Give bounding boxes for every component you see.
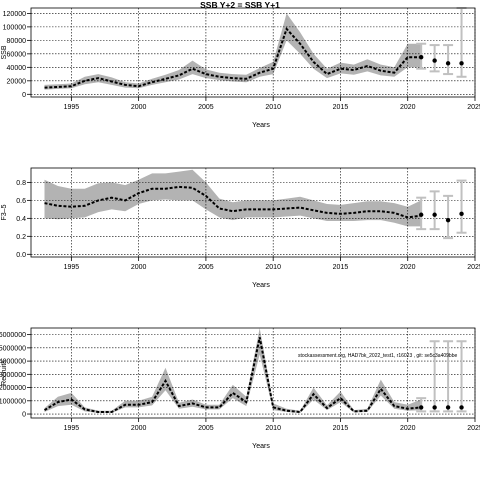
x-tick-label-2020: 2020 <box>400 104 416 111</box>
x-tick-label-2000: 2000 <box>131 264 147 271</box>
forecast-point-2024 <box>459 61 464 66</box>
forecast-point-2021 <box>418 55 424 60</box>
x-axis-title: Years <box>252 122 270 129</box>
plot-frame <box>30 167 476 258</box>
confidence-band <box>44 169 422 227</box>
forecast-point-2021 <box>418 405 424 410</box>
x-tick-label-2005: 2005 <box>198 104 214 111</box>
forecast-point-2021 <box>418 212 424 217</box>
forecast-point-2022 <box>432 405 437 410</box>
x-tick-label-2010: 2010 <box>265 425 281 432</box>
x-axis-title: Years <box>252 282 270 289</box>
forecast-point-2024 <box>459 211 464 217</box>
y-tick-label-6: 120000 <box>3 11 26 18</box>
x-tick-label-2010: 2010 <box>265 264 281 271</box>
forecast-point-2024 <box>459 405 464 410</box>
forecast-point-2023 <box>445 405 451 410</box>
chart-title: SSB Y+2 = SSB Y+1 <box>200 0 280 10</box>
y-tick-label-3: 60000 <box>7 51 27 58</box>
y-tick-label-5: 5000000 <box>0 345 26 352</box>
x-tick-label-2000: 2000 <box>131 104 147 111</box>
confidence-band <box>44 328 422 413</box>
x-tick-label-2015: 2015 <box>333 264 349 271</box>
x-tick-label-2010: 2010 <box>265 104 281 111</box>
y-tick-label-1: 20000 <box>7 78 27 85</box>
x-tick-label-2025: 2025 <box>467 264 480 271</box>
y-tick-label-4: 4000000 <box>0 359 26 366</box>
forecast-point-2022 <box>432 58 437 63</box>
x-tick-label-1995: 1995 <box>64 264 80 271</box>
plot-frame <box>30 7 476 98</box>
x-axis-title: Years <box>252 443 270 450</box>
y-axis-title: Recruits <box>1 360 8 386</box>
x-tick-label-2020: 2020 <box>400 264 416 271</box>
forecast-point-2023 <box>445 217 451 223</box>
y-tick-label-3: 0.6 <box>16 198 26 205</box>
estimate-line <box>44 26 422 89</box>
x-tick-label-2005: 2005 <box>198 264 214 271</box>
x-tick-label-2025: 2025 <box>467 425 480 432</box>
x-tick-label-2005: 2005 <box>198 425 214 432</box>
confidence-band <box>44 13 422 90</box>
y-axis-title: SSB <box>1 45 8 59</box>
x-tick-label-2025: 2025 <box>467 104 480 111</box>
y-tick-label-2: 2000000 <box>0 385 26 392</box>
estimate-line <box>44 185 422 219</box>
x-tick-label-2020: 2020 <box>400 425 416 432</box>
forecast-point-2022 <box>432 212 437 217</box>
y-tick-label-1: 0.2 <box>16 234 26 241</box>
source-annotation: stockassessment.org, HAD7bk_2022_test1, … <box>298 353 457 359</box>
y-tick-label-5: 100000 <box>3 24 26 31</box>
fishing-mortality-panel: 1995 2000 2005 2010 2015 2020 2025 0.0 0.2 0.4 0.6… <box>1 167 480 289</box>
plot-frame <box>30 327 476 419</box>
x-tick-label-1995: 1995 <box>64 104 80 111</box>
recruitment-panel: 1995 2000 2005 2010 2015 2020 2025 0 1000000 2000… <box>0 327 480 450</box>
x-tick-label-1995: 1995 <box>64 425 80 432</box>
y-axis-title: F3–5 <box>1 204 8 220</box>
estimate-line <box>43 337 422 414</box>
y-tick-label-0: 0.0 <box>16 252 26 259</box>
y-tick-label-6: 6000000 <box>0 332 26 339</box>
y-tick-label-2: 0.4 <box>16 216 26 223</box>
y-tick-label-2: 40000 <box>7 65 27 72</box>
y-tick-label-1: 1000000 <box>0 398 26 405</box>
y-tick-label-3: 3000000 <box>0 372 26 379</box>
forecast-point-2023 <box>445 61 451 66</box>
y-tick-label-0: 0 <box>22 92 26 99</box>
x-tick-label-2015: 2015 <box>333 104 349 111</box>
y-tick-label-4: 0.8 <box>16 180 26 187</box>
x-tick-label-2015: 2015 <box>333 425 349 432</box>
y-tick-label-0: 0 <box>22 412 26 419</box>
x-tick-label-2000: 2000 <box>131 425 147 432</box>
y-tick-label-4: 80000 <box>7 38 27 45</box>
ssb-panel: 1995 2000 2005 2010 2015 2020 2025 0 20000 40000 6… <box>1 0 480 129</box>
